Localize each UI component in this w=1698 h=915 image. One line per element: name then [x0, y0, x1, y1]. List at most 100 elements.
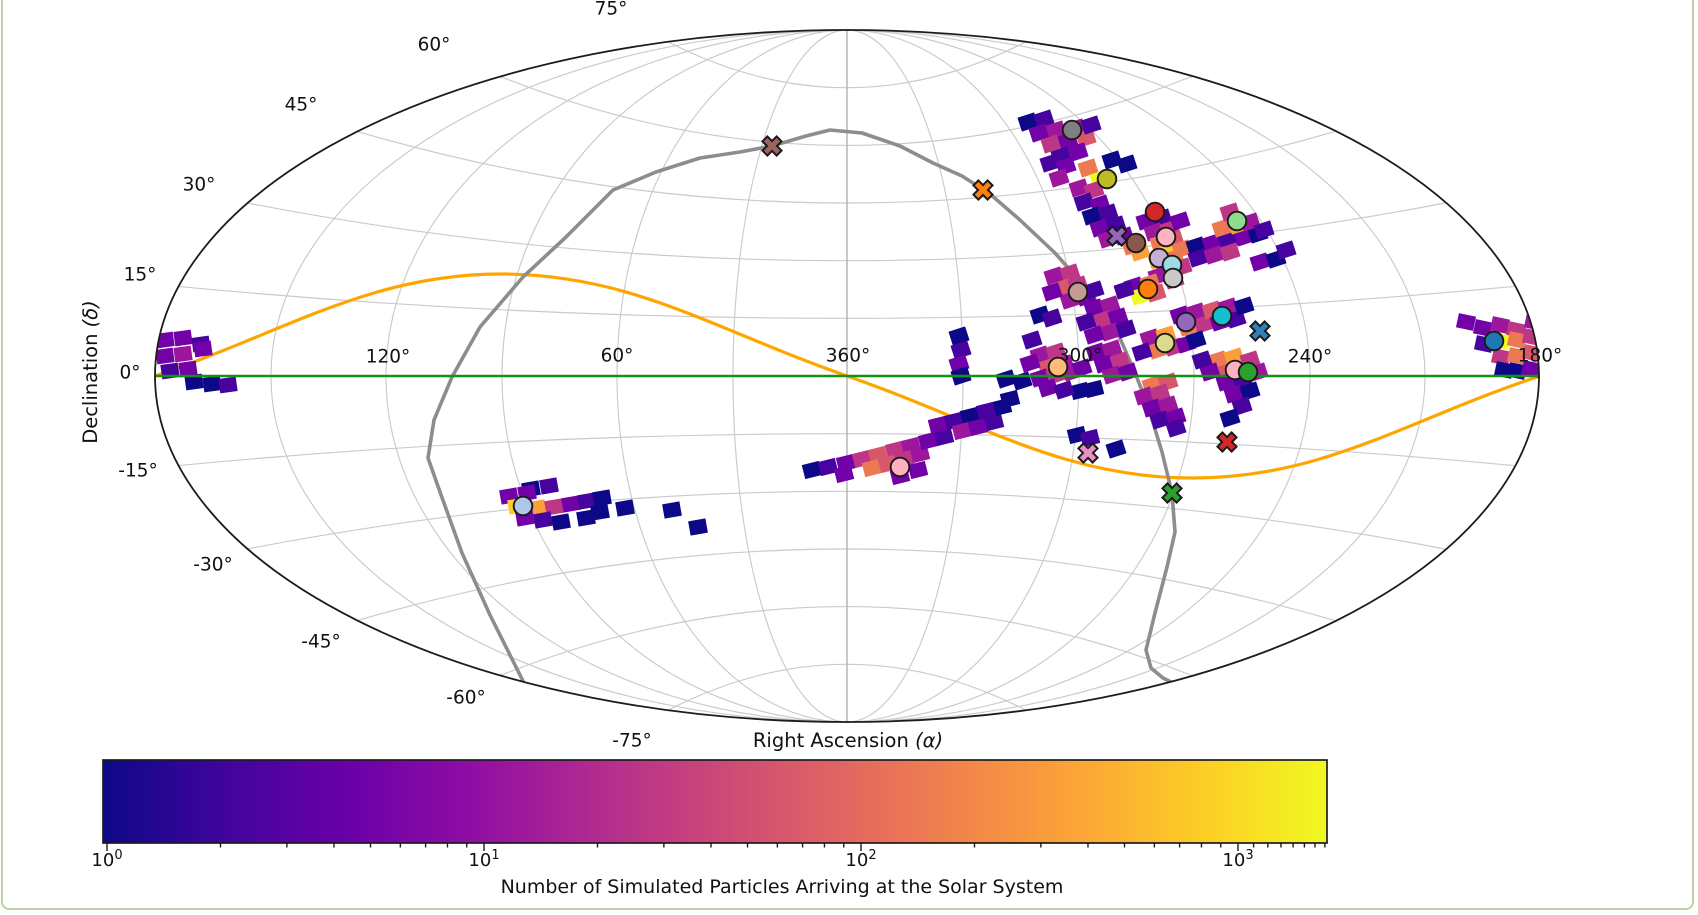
heatmap-cell	[817, 457, 839, 477]
x-axis-label: Right Ascension (α)	[753, 729, 943, 752]
dec-tick-label: 45°	[285, 95, 318, 116]
heatmap-cell	[1067, 142, 1089, 162]
heatmap-cell	[1116, 154, 1138, 174]
heatmap-cell	[801, 460, 823, 480]
heatmap-cell	[1073, 192, 1095, 212]
galactic-plane-line	[426, 128, 1177, 685]
heatmap-cell	[1490, 348, 1512, 366]
heatmap-cell	[1039, 153, 1061, 173]
source-marker-circle-pink	[1155, 226, 1177, 248]
source-marker-circle-gray	[1061, 119, 1083, 141]
heatmap-cell	[590, 503, 610, 521]
heatmap-cell	[933, 427, 955, 447]
source-marker-circle-pale-blue	[512, 495, 534, 517]
heatmap-cell	[1081, 206, 1103, 226]
heatmap-cluster-south-central-chain	[801, 379, 1105, 486]
source-marker-circle-rose-pink	[889, 456, 911, 478]
heatmap-cell	[1223, 384, 1245, 404]
heatmap-cell	[1028, 123, 1050, 143]
heatmap-cell	[1033, 109, 1055, 129]
colorbar-gradient-bar	[102, 759, 1328, 844]
dec-tick-label: 15°	[124, 265, 157, 286]
source-marker-circle-peach	[1047, 356, 1069, 378]
heatmap-cell	[1041, 282, 1063, 302]
heatmap-cell	[1131, 342, 1153, 362]
heatmap-cell	[576, 509, 596, 527]
heatmap-cell	[1185, 330, 1207, 350]
heatmap-cell	[927, 415, 949, 435]
heatmap-cell	[1157, 395, 1179, 415]
source-markers	[512, 119, 1505, 517]
heatmap-cell	[1068, 178, 1090, 198]
heatmap-cell	[551, 513, 571, 531]
heatmap-cell	[1101, 339, 1123, 359]
dec-tick-label: 0°	[119, 363, 140, 384]
map-content	[155, 109, 1539, 685]
source-marker-cross-brown-x	[761, 135, 783, 157]
heatmap-cell	[1077, 158, 1099, 178]
heatmap-cell	[615, 499, 635, 517]
heatmap-cell	[917, 431, 939, 451]
heatmap-cell	[1506, 347, 1528, 365]
heatmap-cell	[1021, 330, 1043, 350]
heatmap-cell	[948, 326, 970, 346]
heatmap-cells	[155, 109, 1539, 536]
heatmap-cell	[1253, 220, 1275, 240]
colorbar-major-tick-label: 102	[845, 848, 876, 871]
heatmap-cell	[967, 417, 989, 437]
heatmap-cell	[1011, 371, 1033, 391]
heatmap-cell	[1019, 353, 1041, 373]
colorbar-major-tick-label: 100	[91, 848, 122, 871]
heatmap-cell	[1099, 295, 1121, 315]
heatmap-cell	[1079, 428, 1101, 448]
heatmap-cell	[1113, 280, 1135, 300]
source-marker-circle-orange	[1137, 278, 1159, 300]
source-marker-cross-purple-x	[1106, 225, 1128, 247]
source-marker-cross-blue-x	[1249, 320, 1271, 342]
heatmap-cell	[178, 360, 198, 378]
heatmap-cell	[1080, 115, 1102, 135]
heatmap-cell	[1523, 313, 1539, 331]
heatmap-cell	[1075, 312, 1097, 332]
heatmap-cell	[1169, 211, 1191, 231]
dec-tick-label: 30°	[183, 175, 216, 196]
heatmap-cell	[1203, 245, 1225, 265]
heatmap-cluster-south-west-blob	[499, 477, 708, 536]
heatmap-cell	[539, 477, 559, 495]
dec-tick-label: -15°	[118, 461, 157, 482]
heatmap-cell	[1040, 134, 1062, 154]
declination-gridline	[499, 606, 1193, 677]
heatmap-cell	[951, 421, 973, 441]
ra-tick-label: 120°	[366, 347, 411, 368]
source-marker-cross-orange-x	[972, 179, 994, 201]
dec-tick-label: -45°	[301, 632, 340, 653]
heatmap-cell	[907, 460, 929, 480]
source-marker-circle-green	[1237, 361, 1259, 383]
heatmap-cell	[184, 373, 204, 391]
heatmap-cell	[1083, 325, 1105, 345]
colorbar-tick-labels: 100 101 102 103	[91, 848, 1253, 871]
source-marker-cross-red-x	[1216, 431, 1238, 453]
heatmap-cell	[1149, 410, 1171, 430]
colorbar-major-tick-label: 101	[468, 848, 499, 871]
heatmap-cell	[1249, 252, 1271, 272]
colorbar-major-tick-label: 103	[1222, 848, 1253, 871]
source-marker-circle-brown	[1125, 232, 1147, 254]
heatmap-cell	[1037, 378, 1059, 398]
heatmap-cell	[1191, 350, 1213, 370]
heatmap-cell	[592, 489, 612, 507]
declination-gridline	[246, 490, 1446, 550]
heatmap-cell	[950, 340, 972, 360]
heatmap-cell	[1083, 280, 1105, 300]
heatmap-cell	[1083, 379, 1105, 399]
heatmap-cell	[688, 518, 708, 536]
heatmap-cell	[173, 345, 193, 363]
heatmap-cell	[1133, 386, 1155, 406]
ra-tick-label: 180°	[1518, 346, 1563, 367]
heatmap-cell	[155, 347, 175, 365]
heatmap-cell	[861, 458, 883, 478]
heatmap-cell	[533, 511, 553, 529]
ra-tick-label: 300°	[1058, 346, 1103, 367]
heatmap-cell	[193, 340, 213, 358]
